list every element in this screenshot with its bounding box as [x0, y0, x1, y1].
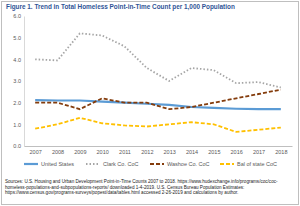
plot: 0.0 1.0 2.0 3.0 4.0 5.0 6.0 2007 2008 2009 2010 201… — [13, 13, 292, 155]
y-tick-label: 1.0 — [13, 122, 21, 128]
y-tick: 4.0 — [13, 57, 24, 63]
y-tick-label: 0.0 — [13, 143, 21, 149]
x-tick: 2016 — [231, 146, 243, 155]
x-tick: 2007 — [30, 146, 42, 155]
series-line — [35, 90, 281, 110]
lines — [35, 33, 281, 132]
x-tick: 2018 — [275, 146, 287, 155]
x-tick-label: 2012 — [141, 149, 153, 155]
x-tick: 2009 — [74, 146, 86, 155]
x-tick-label: 2016 — [231, 149, 243, 155]
x-tick: 2015 — [208, 146, 220, 155]
x-tick: 2011 — [119, 146, 131, 155]
legend-label: Bal of state CoC — [237, 161, 277, 167]
legend-item: Washoe Co. CoC — [150, 161, 210, 167]
x-tick-label: 2013 — [164, 149, 176, 155]
x-tick-label: 2010 — [97, 149, 109, 155]
legend-swatch — [86, 163, 100, 165]
y-axis-line — [24, 17, 25, 147]
y-tick-label: 3.0 — [13, 78, 21, 84]
x-tick-label: 2015 — [208, 149, 220, 155]
y-tick: 6.0 — [13, 13, 24, 19]
x-axis-line — [25, 146, 293, 147]
x-tick: 2008 — [52, 146, 64, 155]
y-tick: 3.0 — [13, 78, 24, 84]
x-tick-label: 2009 — [74, 149, 86, 155]
title: Figure 1. Trend in Total Homeless Point-… — [6, 3, 235, 11]
y-tick-label: 5.0 — [13, 35, 21, 41]
y-axis: 0.0 1.0 2.0 3.0 4.0 5.0 6.0 — [13, 13, 24, 149]
x-tick: 2010 — [97, 146, 109, 155]
series-line — [35, 118, 281, 132]
x-axis: 2007 2008 2009 2010 2011 2012 2013 2014 2015 2016… — [25, 146, 293, 155]
legend-swatch — [220, 163, 234, 165]
x-tick-label: 2014 — [186, 149, 198, 155]
y-tick-label: 2.0 — [13, 100, 21, 106]
x-tick: 2017 — [253, 146, 265, 155]
y-tick: 2.0 — [13, 100, 24, 106]
sources: Sources: U.S. Housing and Urban Developm… — [5, 179, 294, 196]
legend: United States Clark Co. CoC Washoe Co. CoC… — [24, 161, 277, 167]
x-tick-label: 2011 — [119, 149, 131, 155]
y-tick-label: 6.0 — [13, 13, 21, 19]
legend-label: Clark Co. CoC — [103, 161, 138, 167]
x-tick: 2014 — [186, 146, 198, 155]
legend-label: United States — [41, 161, 74, 167]
x-tick: 2013 — [164, 146, 176, 155]
y-tick: 0.0 — [13, 143, 24, 149]
x-tick: 2012 — [141, 146, 153, 155]
legend-item: Bal of state CoC — [220, 161, 277, 167]
x-tick-label: 2017 — [253, 149, 265, 155]
x-tick-label: 2008 — [52, 149, 64, 155]
source-note: Sources: U.S. Housing and Urban Developm… — [5, 179, 294, 196]
legend-swatch — [24, 163, 38, 165]
y-tick: 5.0 — [13, 35, 24, 41]
x-tick-label: 2018 — [275, 149, 287, 155]
y-tick-label: 4.0 — [13, 57, 21, 63]
legend-item: United States — [24, 161, 74, 167]
chart: Figure 1. Trend in Total Homeless Point-… — [0, 0, 300, 206]
y-tick: 1.0 — [13, 122, 24, 128]
legend-swatch — [150, 163, 164, 165]
x-tick-label: 2007 — [30, 149, 42, 155]
legend-label: Washoe Co. CoC — [167, 161, 210, 167]
series-line — [35, 33, 281, 87]
legend-item: Clark Co. CoC — [86, 161, 138, 167]
